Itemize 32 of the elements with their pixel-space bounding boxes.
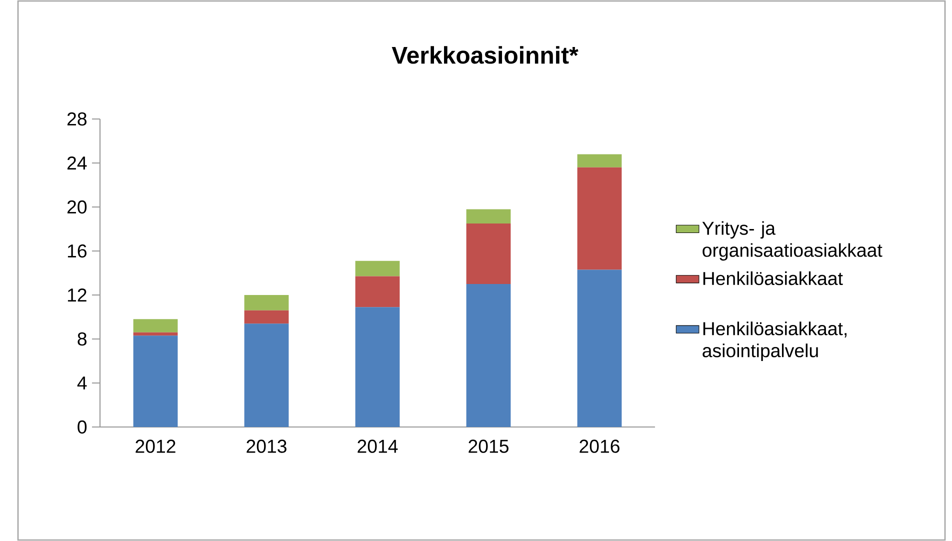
x-tick-label: 2013 <box>246 440 286 453</box>
bar <box>244 294 289 310</box>
bar <box>355 307 400 427</box>
bar <box>466 284 511 427</box>
bar <box>577 167 622 270</box>
y-tick-label: 20 <box>67 200 87 214</box>
x-tick-label: 2012 <box>136 440 176 453</box>
bar <box>133 332 178 336</box>
bar <box>244 310 289 324</box>
y-tick-label: 16 <box>68 244 86 258</box>
bar <box>466 223 511 284</box>
x-tick-label: 2015 <box>468 440 508 453</box>
bar <box>355 276 400 308</box>
y-tick-label: 4 <box>77 376 87 390</box>
y-tick-label: 12 <box>68 288 86 302</box>
bar <box>577 270 622 427</box>
legend-label: Henkilöasiakkaat, asiointipalvelu <box>702 322 846 361</box>
x-tick-label: 2014 <box>358 440 398 453</box>
bar <box>133 336 178 427</box>
x-tick-label: 2016 <box>580 440 620 453</box>
legend-label: Henkilöasiakkaat <box>703 271 843 286</box>
bar <box>577 154 622 168</box>
bar <box>355 260 400 276</box>
y-tick-label: 28 <box>67 112 86 126</box>
y-tick-label: 24 <box>67 156 87 170</box>
legend-label: Yritys- ja organisaatioasiakkaat <box>702 221 882 261</box>
bar <box>133 319 178 332</box>
chart-title: Verkkoasioinnit* <box>392 46 578 64</box>
y-tick-label: 0 <box>78 420 87 434</box>
bar <box>466 209 511 224</box>
bar <box>244 324 289 427</box>
y-tick-label: 8 <box>78 332 86 346</box>
